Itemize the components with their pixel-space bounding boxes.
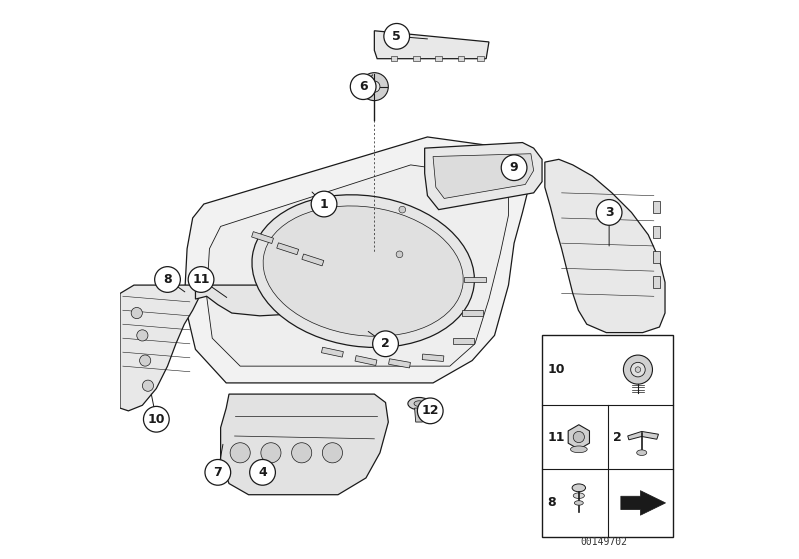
Circle shape [350, 74, 376, 100]
Circle shape [155, 267, 181, 292]
Circle shape [189, 267, 214, 292]
Ellipse shape [570, 446, 587, 453]
Circle shape [630, 362, 646, 377]
Text: 11: 11 [547, 430, 565, 443]
Text: 5: 5 [392, 30, 401, 43]
Ellipse shape [637, 450, 646, 456]
Polygon shape [477, 56, 484, 61]
Text: 6: 6 [359, 80, 368, 93]
Polygon shape [415, 408, 423, 422]
Circle shape [230, 443, 250, 463]
Circle shape [573, 432, 584, 443]
Polygon shape [120, 285, 201, 411]
Polygon shape [422, 354, 444, 362]
Circle shape [596, 200, 622, 225]
Circle shape [399, 206, 406, 213]
Ellipse shape [414, 401, 424, 406]
Text: 00149702: 00149702 [580, 537, 627, 547]
Polygon shape [654, 251, 660, 263]
Text: 4: 4 [258, 466, 267, 479]
Polygon shape [302, 254, 324, 266]
Ellipse shape [574, 501, 583, 505]
Circle shape [623, 355, 653, 384]
Text: 7: 7 [213, 466, 222, 479]
Ellipse shape [407, 397, 430, 410]
Circle shape [311, 191, 337, 217]
Circle shape [372, 331, 399, 357]
Polygon shape [654, 201, 660, 213]
Text: 2: 2 [614, 430, 622, 443]
Polygon shape [462, 310, 483, 316]
Polygon shape [568, 425, 590, 449]
Ellipse shape [573, 493, 584, 499]
Circle shape [417, 398, 443, 424]
Circle shape [322, 443, 343, 463]
Circle shape [360, 73, 388, 101]
Polygon shape [433, 154, 534, 198]
Polygon shape [453, 338, 475, 344]
Circle shape [137, 330, 148, 341]
Polygon shape [542, 335, 674, 537]
Circle shape [384, 23, 410, 49]
Circle shape [501, 155, 527, 181]
Polygon shape [654, 226, 660, 238]
Ellipse shape [263, 206, 463, 337]
Polygon shape [207, 165, 508, 366]
Ellipse shape [252, 195, 475, 348]
Polygon shape [321, 347, 344, 357]
Polygon shape [413, 56, 419, 61]
Text: 10: 10 [547, 363, 565, 376]
Polygon shape [628, 432, 658, 440]
Circle shape [205, 459, 231, 485]
Text: 8: 8 [163, 273, 172, 286]
Polygon shape [355, 356, 377, 366]
Polygon shape [252, 231, 273, 244]
Text: 9: 9 [510, 161, 519, 174]
Polygon shape [621, 491, 666, 515]
Circle shape [292, 443, 312, 463]
Polygon shape [424, 143, 542, 210]
Text: 2: 2 [381, 337, 390, 350]
Polygon shape [276, 243, 299, 255]
Text: 1: 1 [320, 197, 328, 211]
Text: 3: 3 [605, 206, 614, 219]
Polygon shape [654, 276, 660, 288]
Polygon shape [391, 56, 397, 61]
Circle shape [131, 307, 142, 319]
Polygon shape [388, 359, 411, 368]
Polygon shape [435, 56, 442, 61]
Text: 12: 12 [422, 404, 439, 418]
Text: 11: 11 [193, 273, 210, 286]
Polygon shape [221, 394, 388, 495]
Circle shape [396, 251, 403, 258]
Circle shape [250, 459, 276, 485]
Circle shape [140, 355, 151, 366]
Circle shape [260, 443, 281, 463]
Polygon shape [185, 137, 531, 383]
Polygon shape [196, 285, 324, 316]
Polygon shape [545, 159, 665, 333]
Text: 10: 10 [148, 413, 165, 426]
Circle shape [142, 380, 153, 391]
Circle shape [635, 367, 641, 372]
Circle shape [369, 81, 380, 92]
Polygon shape [464, 277, 486, 282]
Circle shape [144, 406, 169, 432]
Polygon shape [458, 56, 464, 61]
Ellipse shape [572, 484, 586, 492]
Text: 8: 8 [547, 496, 556, 509]
Polygon shape [375, 31, 489, 59]
